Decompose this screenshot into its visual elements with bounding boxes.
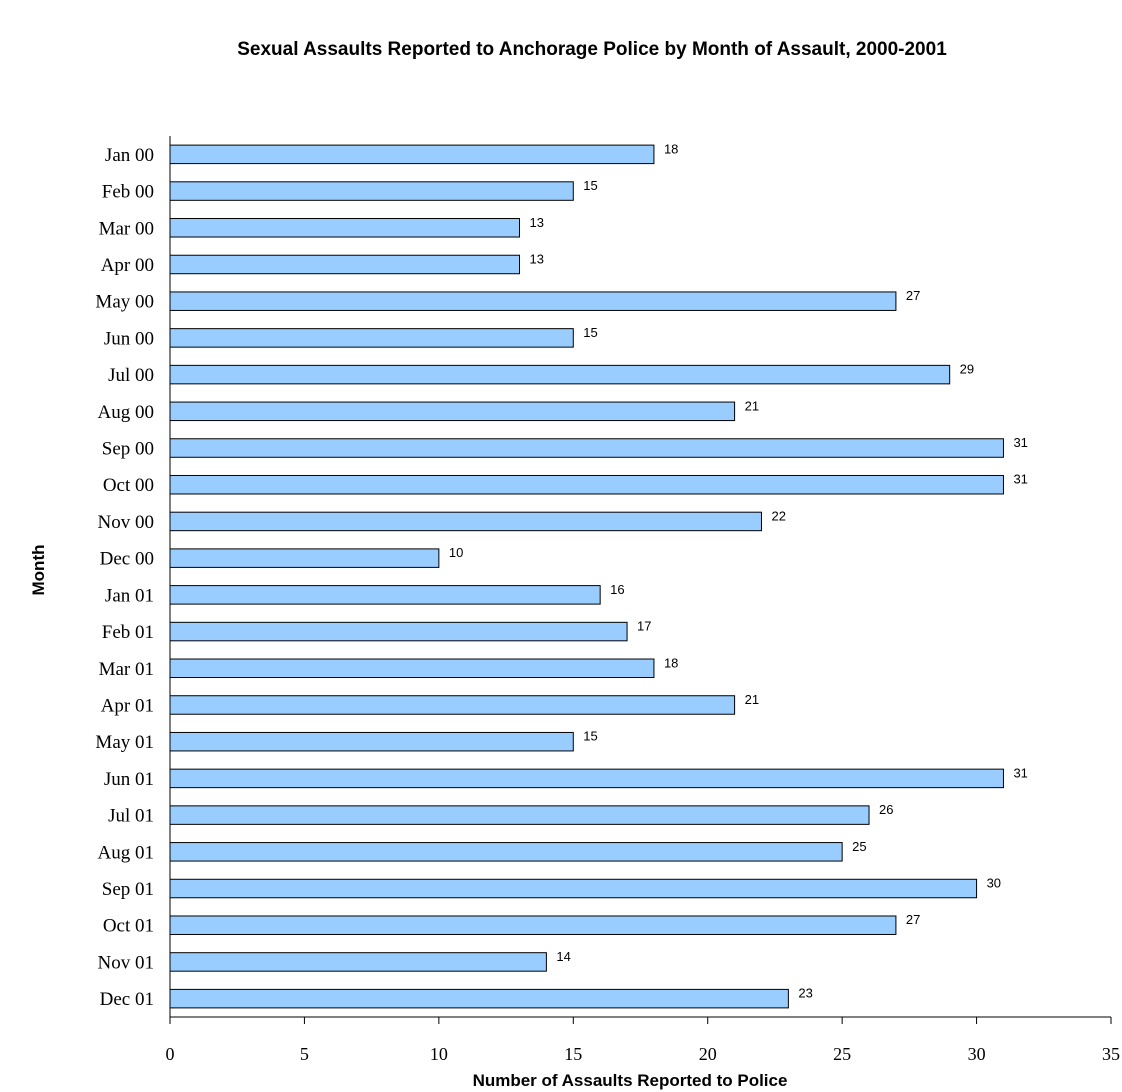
x-tick-label: 25 [833, 1044, 851, 1064]
data-label: 25 [852, 839, 866, 854]
bar [169, 695, 736, 715]
data-label: 27 [906, 912, 920, 927]
data-label: 15 [583, 178, 597, 193]
category-label: Mar 00 [99, 218, 154, 239]
bar [169, 218, 521, 238]
category-label: Jul 00 [108, 365, 154, 386]
bar [169, 658, 655, 679]
bar [169, 254, 521, 275]
data-label: 31 [1013, 435, 1027, 450]
bar [169, 731, 574, 752]
category-label: Sep 01 [102, 879, 154, 900]
data-label: 13 [530, 215, 544, 230]
category-label: Apr 00 [101, 255, 154, 276]
data-label: 31 [1013, 472, 1027, 487]
category-label: Oct 00 [103, 475, 154, 496]
bar [169, 768, 1004, 789]
category-label: Jan 01 [105, 585, 154, 606]
data-label: 21 [745, 398, 759, 413]
bar [169, 548, 440, 568]
category-label: Aug 00 [98, 402, 154, 423]
bar [169, 805, 870, 825]
category-label: Feb 01 [102, 622, 154, 643]
bar [169, 511, 762, 532]
data-label: 13 [530, 251, 544, 266]
bar [169, 952, 547, 972]
data-label: 21 [745, 692, 759, 707]
x-tick-label: 5 [300, 1044, 309, 1064]
category-label: Dec 00 [100, 549, 154, 570]
x-tick-label: 35 [1102, 1044, 1120, 1064]
x-ticks-group: 0 5 10 15 20 25 30 35 [166, 1017, 1120, 1064]
category-label: Aug 01 [98, 842, 154, 863]
data-label: 29 [960, 362, 974, 377]
bar [169, 328, 574, 348]
category-label: May 01 [95, 732, 154, 753]
category-label: Feb 00 [102, 182, 154, 203]
category-label: May 00 [95, 292, 154, 313]
x-tick-label: 20 [699, 1044, 717, 1064]
data-label: 22 [771, 508, 785, 523]
category-label: Nov 00 [98, 512, 154, 533]
bar [169, 988, 789, 1009]
category-label: Mar 01 [99, 659, 154, 680]
data-label: 16 [610, 582, 624, 597]
category-label: Oct 01 [103, 916, 154, 937]
bar [169, 291, 897, 311]
x-axis-title: Number of Assaults Reported to Police [473, 1071, 788, 1090]
category-label: Sep 00 [102, 439, 154, 460]
bar [169, 878, 978, 899]
bar [169, 181, 574, 201]
category-labels-group: Jan 00 Feb 00 Mar 00 Apr 00 May 00 Jun 00 Jul … [95, 145, 154, 1010]
category-label: Apr 01 [101, 695, 154, 716]
category-label: Jan 00 [105, 145, 154, 166]
data-label: 31 [1013, 765, 1027, 780]
data-label: 26 [879, 802, 893, 817]
x-tick-label: 30 [968, 1044, 986, 1064]
bar [169, 474, 1004, 495]
chart-title: Sexual Assaults Reported to Anchorage Po… [237, 39, 947, 60]
data-label: 14 [556, 949, 570, 964]
data-label: 23 [798, 986, 812, 1001]
data-label: 15 [583, 729, 597, 744]
bar [169, 401, 736, 422]
category-label: Jun 01 [104, 769, 154, 790]
y-axis-title: Month [29, 545, 48, 596]
data-label: 10 [449, 545, 463, 560]
x-tick-label: 15 [564, 1044, 582, 1064]
bars-group [169, 144, 1004, 1009]
category-label: Nov 01 [98, 952, 154, 973]
bar [169, 842, 843, 862]
x-tick-label: 0 [166, 1044, 175, 1064]
bar [169, 364, 951, 385]
data-label: 18 [664, 141, 678, 156]
category-label: Jun 00 [104, 328, 154, 349]
data-labels-group: 18 15 13 13 27 15 29 21 31 31 22 10 16 17 18 21 15 31 26 25… [449, 141, 1028, 1000]
axes-group [169, 136, 1111, 1018]
data-label: 17 [637, 619, 651, 634]
bar [169, 621, 628, 642]
bar [169, 915, 897, 935]
category-label: Jul 01 [108, 806, 154, 827]
bar [169, 585, 601, 605]
category-label: Dec 01 [100, 989, 154, 1010]
data-label: 18 [664, 655, 678, 670]
bar [169, 144, 655, 165]
data-label: 27 [906, 288, 920, 303]
bar [169, 438, 1004, 458]
data-label: 15 [583, 325, 597, 340]
data-label: 30 [987, 876, 1001, 891]
x-tick-label: 10 [430, 1044, 448, 1064]
